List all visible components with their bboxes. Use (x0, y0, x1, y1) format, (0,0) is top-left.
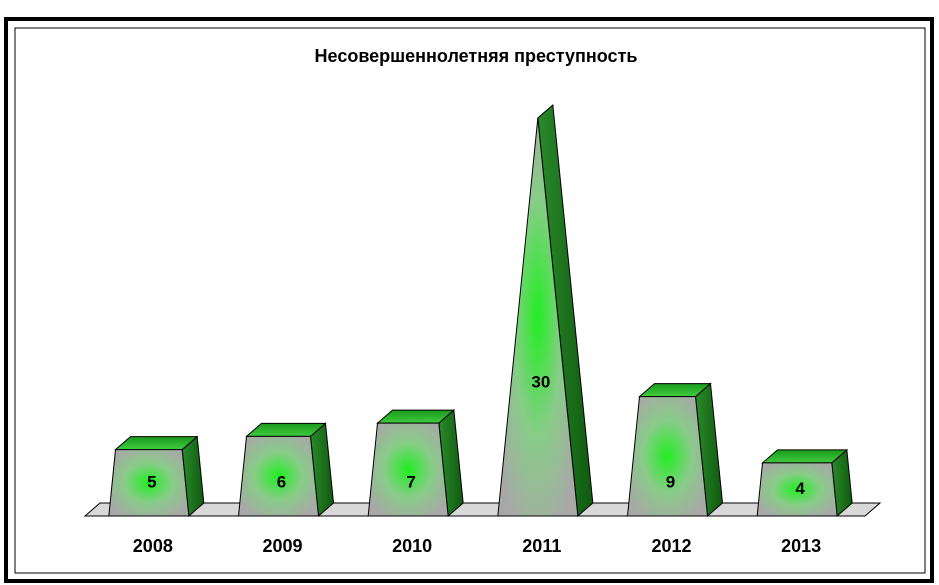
bar-front (497, 117, 579, 517)
x-tick-label: 2013 (781, 536, 821, 556)
bar (237, 422, 335, 518)
bar-top (761, 449, 849, 464)
data-label: 5 (147, 472, 156, 491)
x-tick-label: 2010 (392, 536, 432, 556)
x-tick-label: 2009 (262, 536, 302, 556)
bar (497, 103, 594, 518)
data-label: 30 (531, 372, 550, 391)
x-tick-label: 2012 (651, 536, 691, 556)
bar-front (237, 435, 320, 517)
bar (626, 382, 724, 518)
bar-front (626, 396, 709, 517)
bar-front (367, 422, 449, 517)
bar-front (756, 462, 838, 517)
outer-frame (4, 17, 934, 583)
bar (756, 448, 853, 518)
bar (367, 409, 464, 518)
x-tick-label: 2008 (133, 536, 173, 556)
data-label: 9 (666, 472, 675, 491)
data-label: 4 (795, 479, 805, 498)
bar (108, 435, 205, 518)
bar-top (114, 436, 199, 451)
data-label: 7 (406, 472, 415, 491)
bar-front (108, 449, 190, 517)
data-label: 6 (277, 472, 286, 491)
chart-title: Несовершеннолетняя преступность (315, 46, 638, 66)
x-tick-label: 2011 (522, 536, 561, 556)
